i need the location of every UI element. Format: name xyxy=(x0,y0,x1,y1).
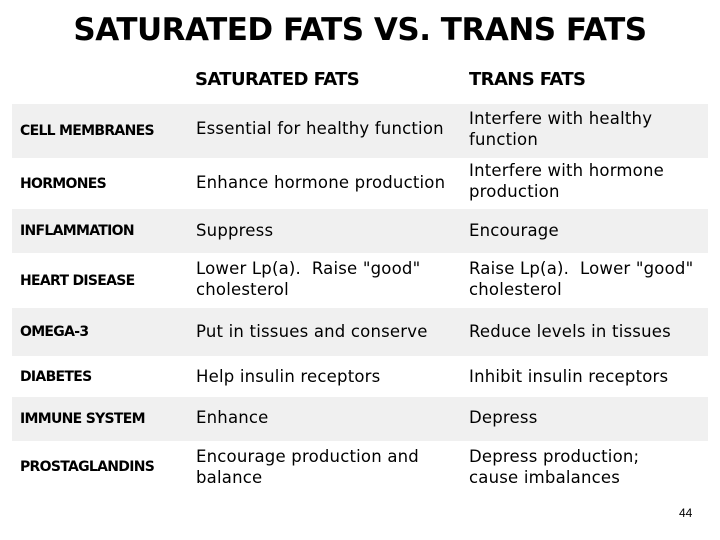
cell-saturated: Help insulin receptors xyxy=(196,367,381,386)
cell-saturated: Enhance hormone production xyxy=(196,173,446,192)
comparison-table: CELL MEMBRANES Essential for healthy fun… xyxy=(12,104,708,492)
column-header-trans-fats: TRANS FATS xyxy=(469,69,586,90)
table-row-prostaglandins: PROSTAGLANDINS Encourage production and … xyxy=(12,441,708,492)
cell-saturated: Suppress xyxy=(196,221,274,240)
cell-saturated: Enhance xyxy=(196,408,269,427)
table-row-hormones: HORMONES Enhance hormone production Inte… xyxy=(12,158,708,209)
table-row-immune-system: IMMUNE SYSTEM Enhance Depress xyxy=(12,397,708,441)
row-label: DIABETES xyxy=(20,368,92,385)
cell-trans: Raise Lp(a). Lower "good" cholesterol xyxy=(469,259,699,299)
row-label: CELL MEMBRANES xyxy=(20,123,155,139)
slide-title: SATURATED FATS VS. TRANS FATS xyxy=(73,12,647,48)
cell-trans: Depress production; cause imbalances xyxy=(469,447,640,487)
row-label: PROSTAGLANDINS xyxy=(20,458,155,475)
table-row-diabetes: DIABETES Help insulin receptors Inhibit … xyxy=(12,356,708,397)
cell-saturated: Encourage production and balance xyxy=(196,447,419,487)
page-number: 44 xyxy=(679,506,693,520)
cell-trans: Encourage xyxy=(469,221,559,240)
cell-trans: Depress xyxy=(469,408,538,427)
table-row-omega-3: OMEGA-3 Put in tissues and conserve Redu… xyxy=(12,308,708,356)
row-label: INFLAMMATION xyxy=(20,223,135,239)
cell-trans: Interfere with hormone production xyxy=(469,161,664,201)
table-row-cell-membranes: CELL MEMBRANES Essential for healthy fun… xyxy=(12,104,708,158)
row-label: OMEGA-3 xyxy=(20,324,89,340)
row-label: IMMUNE SYSTEM xyxy=(20,411,146,427)
cell-trans: Reduce levels in tissues xyxy=(469,322,671,341)
cell-trans: Interfere with healthy function xyxy=(469,109,653,149)
cell-trans: Inhibit insulin receptors xyxy=(469,367,669,386)
column-header-saturated-fats: SATURATED FATS xyxy=(195,69,360,90)
table-row-inflammation: INFLAMMATION Suppress Encourage xyxy=(12,209,708,253)
cell-saturated: Put in tissues and conserve xyxy=(196,322,428,341)
row-label: HORMONES xyxy=(20,175,107,192)
cell-saturated: Essential for healthy function xyxy=(196,119,444,138)
cell-saturated: Lower Lp(a). Raise "good" cholesterol xyxy=(196,259,426,299)
row-label: HEART DISEASE xyxy=(20,272,135,289)
table-row-heart-disease: HEART DISEASE Lower Lp(a). Raise "good" … xyxy=(12,253,708,308)
